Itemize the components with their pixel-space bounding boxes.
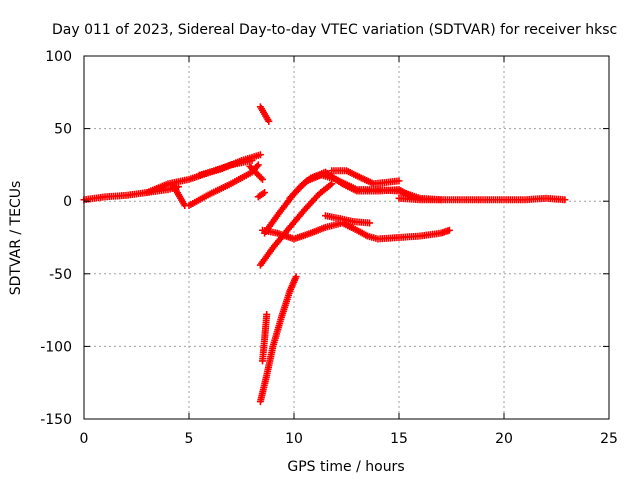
data-point (181, 202, 189, 210)
chart-title: Day 011 of 2023, Sidereal Day-to-day VTE… (52, 22, 617, 38)
y-tick-label: -50 (49, 267, 72, 283)
y-tick-label: 50 (54, 122, 72, 138)
data-point (292, 273, 300, 281)
series-rise-d (196, 151, 264, 179)
data-point (257, 174, 265, 182)
y-tick-label: 100 (45, 49, 72, 65)
series-upper-arc (328, 167, 403, 188)
x-axis-title: GPS time / hours (287, 459, 404, 475)
series-high-fragment (256, 103, 273, 125)
plot-frame (83, 55, 610, 420)
series-short-dip (246, 162, 266, 183)
x-tick-label: 25 (600, 431, 618, 447)
axis-ticks: 0 5 10 15 20 25 -150 -100 -50 0 50 100 (40, 49, 618, 447)
series-baseline (80, 183, 182, 204)
x-tick-label: 5 (185, 431, 194, 447)
data-point (366, 219, 374, 227)
data-point (256, 151, 264, 159)
x-tick-label: 0 (80, 431, 89, 447)
series-steep-rise (256, 273, 300, 406)
series-vertical-fragment (259, 310, 271, 365)
x-tick-label: 15 (390, 431, 408, 447)
data-point (395, 177, 403, 185)
series-rise-e (256, 180, 336, 269)
x-tick-label: 10 (285, 431, 303, 447)
data-point (261, 188, 269, 196)
gridlines (84, 56, 609, 419)
y-tick-label: -100 (40, 339, 72, 355)
data-point (561, 196, 569, 204)
data-point (265, 117, 273, 125)
data-point (445, 226, 453, 234)
series-small-fragment (254, 188, 269, 201)
y-axis-title: SDTVAR / TECUs (8, 181, 24, 296)
series-tail (395, 194, 569, 204)
series-rise-c (168, 180, 189, 210)
y-tick-label: -150 (40, 412, 72, 428)
data-point (253, 162, 261, 170)
data-point (254, 161, 262, 169)
data-series-group (80, 103, 569, 406)
data-point (259, 175, 266, 183)
y-tick-label: 0 (63, 194, 72, 210)
data-point (263, 310, 271, 318)
series-rise-g (286, 168, 416, 202)
series-middle-fragment (322, 212, 374, 227)
series-lower-arc (259, 219, 453, 243)
x-tick-label: 20 (495, 431, 513, 447)
